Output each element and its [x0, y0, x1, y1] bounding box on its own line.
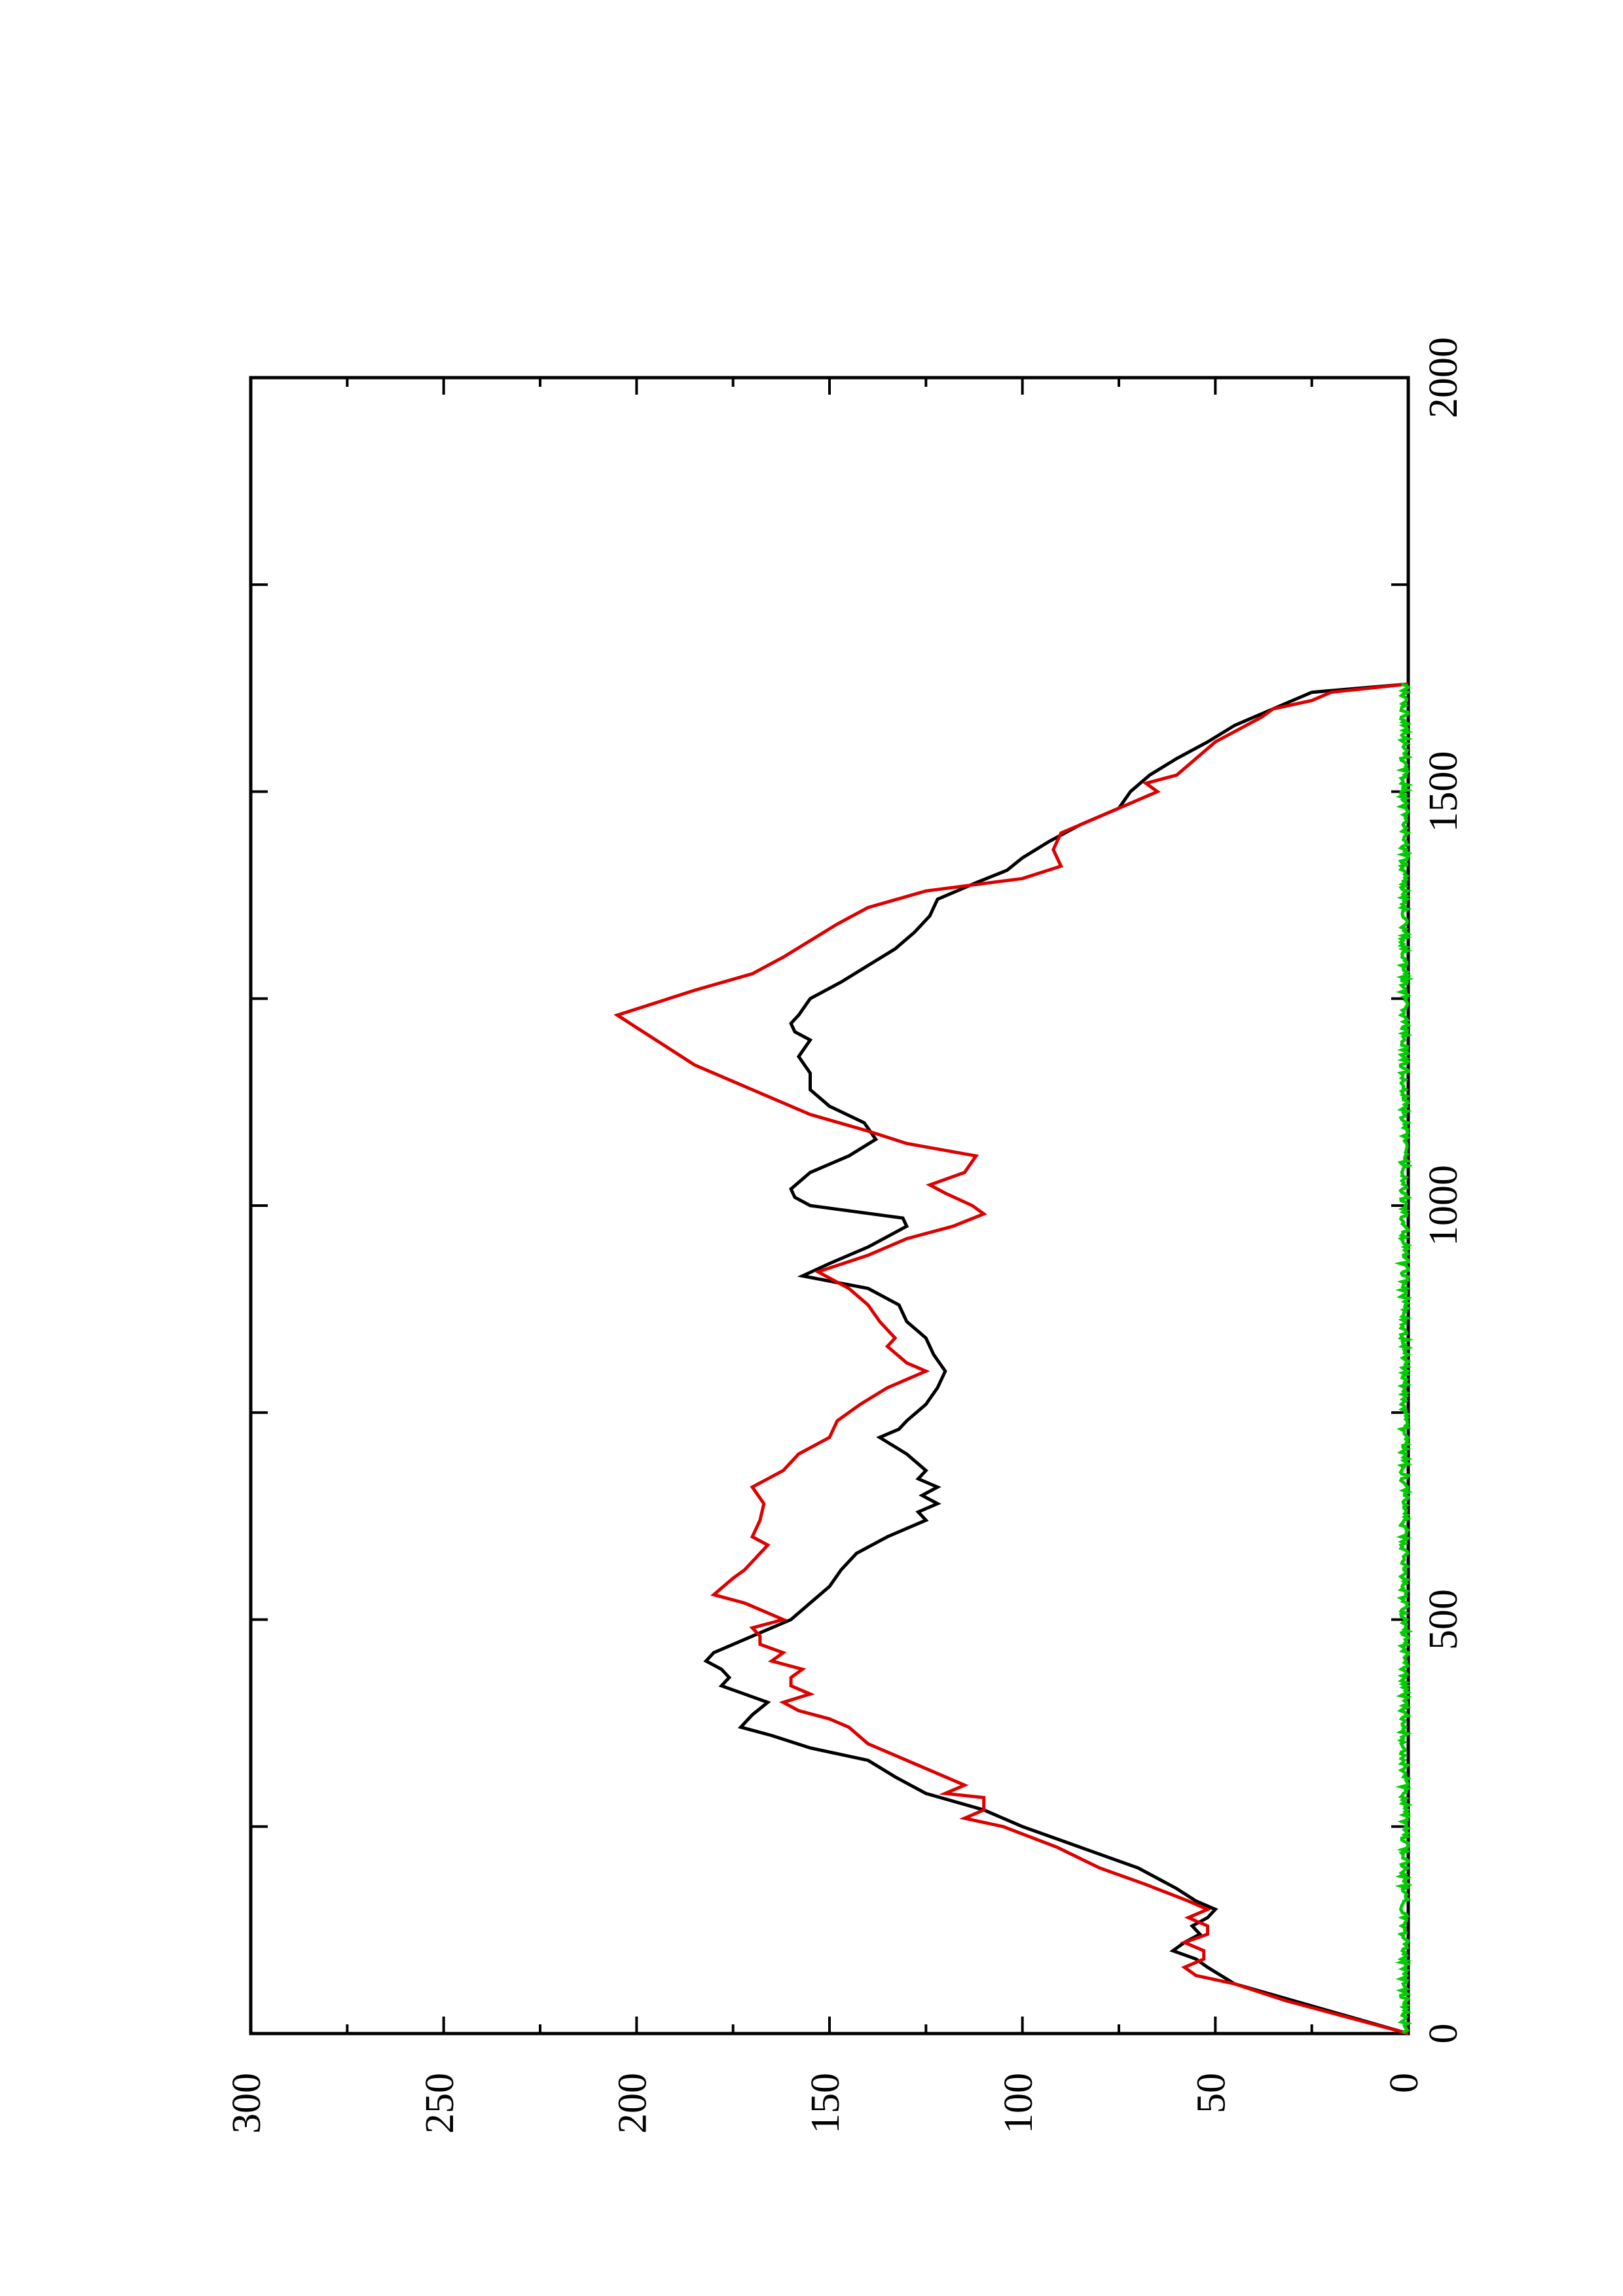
- y-tick-label: 100: [996, 2073, 1041, 2134]
- x-tick-label: 500: [1421, 1589, 1466, 1650]
- x-tick-label: 1000: [1421, 1165, 1466, 1246]
- series-layer: [613, 682, 1414, 2036]
- y-tick-label: 150: [803, 2073, 848, 2134]
- plot-frame: [249, 376, 1410, 2036]
- y-tick-label: 0: [1382, 2073, 1427, 2093]
- series-line-2: [1394, 682, 1414, 2034]
- series-line-0: [703, 682, 1409, 2036]
- series-line-1: [613, 682, 1409, 2036]
- y-tick-label: 200: [611, 2073, 655, 2134]
- axis-ticks: [249, 376, 1410, 2035]
- axis-tick-labels: 0 500 1000 1500 2000 0 50 100 150 200 250 300: [225, 337, 1466, 2134]
- y-tick-label: 50: [1190, 2073, 1234, 2113]
- y-tick-label: 250: [418, 2073, 462, 2134]
- x-tick-label: 0: [1421, 2024, 1466, 2044]
- x-tick-label: 1500: [1421, 751, 1466, 833]
- x-tick-label: 2000: [1421, 337, 1466, 418]
- y-tick-label: 300: [225, 2073, 269, 2134]
